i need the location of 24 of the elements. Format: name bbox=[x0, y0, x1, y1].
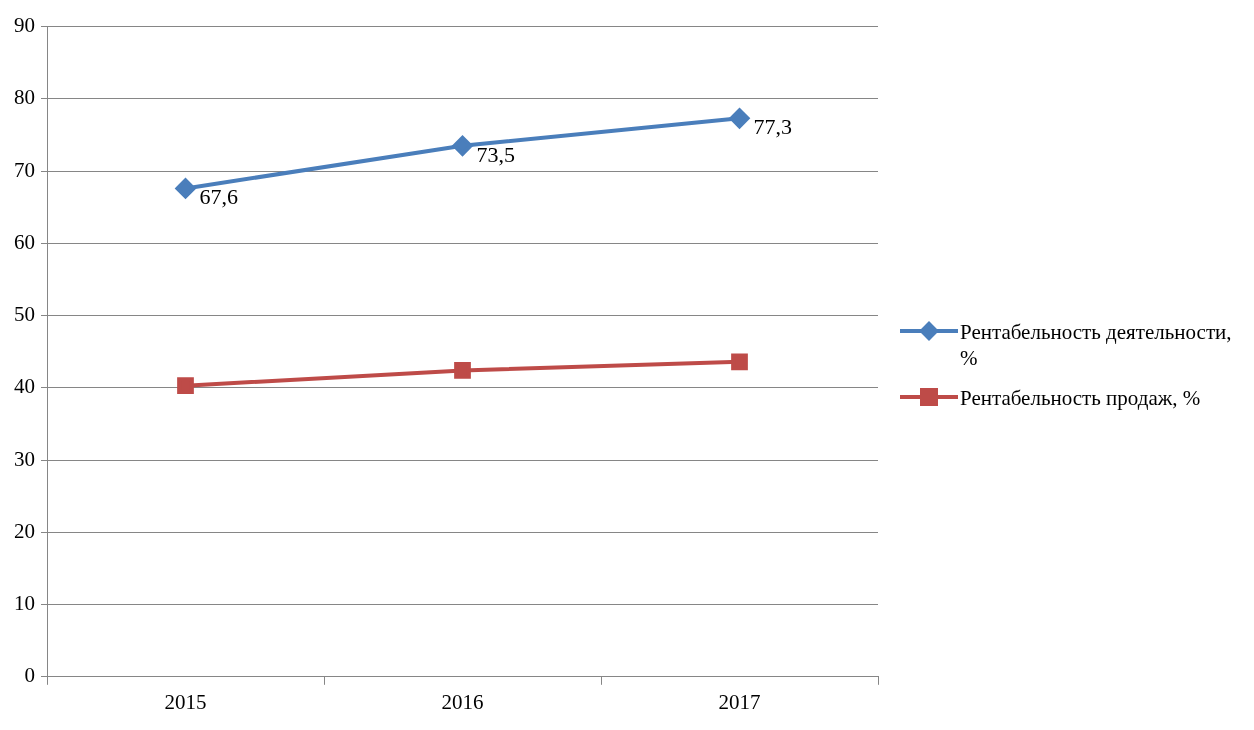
x-tick-label: 2017 bbox=[718, 689, 761, 714]
legend-label: Рентабельность деятельности, % bbox=[960, 319, 1233, 371]
y-tick-label: 30 bbox=[14, 446, 35, 471]
data-label: 73,5 bbox=[476, 141, 515, 167]
x-tick-label: 2015 bbox=[164, 689, 207, 714]
point bbox=[454, 362, 471, 379]
y-tick-label: 40 bbox=[14, 374, 35, 399]
y-tick-label: 60 bbox=[14, 229, 35, 254]
point bbox=[731, 353, 748, 371]
point bbox=[452, 135, 473, 156]
y-tick-label: 90 bbox=[14, 13, 35, 38]
data-label: 77,3 bbox=[753, 114, 792, 140]
x-tick-label: 2016 bbox=[441, 689, 484, 714]
y-tick-label: 70 bbox=[14, 157, 35, 182]
data-label: 67,6 bbox=[199, 184, 238, 210]
y-tick-label: 0 bbox=[24, 663, 35, 688]
point bbox=[175, 178, 196, 199]
y-tick-label: 10 bbox=[14, 591, 35, 616]
y-tick-label: 20 bbox=[14, 518, 35, 543]
y-tick-label: 80 bbox=[14, 85, 35, 110]
legend-label: Рентабельность продаж, % bbox=[960, 385, 1201, 411]
point bbox=[177, 377, 194, 395]
y-tick-label: 50 bbox=[14, 302, 35, 327]
point bbox=[729, 108, 750, 129]
